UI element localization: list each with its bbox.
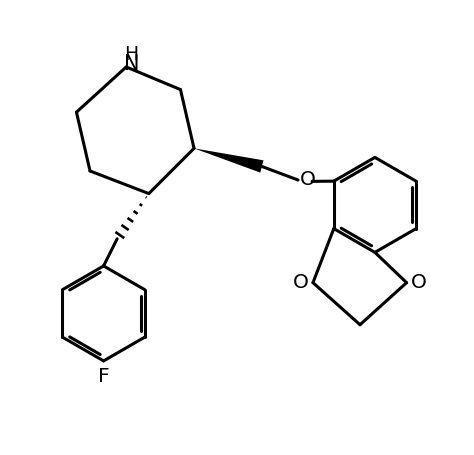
Text: H: H bbox=[125, 45, 139, 64]
Text: O: O bbox=[411, 273, 427, 292]
Polygon shape bbox=[194, 148, 264, 172]
Text: O: O bbox=[293, 273, 309, 292]
Text: O: O bbox=[300, 170, 316, 189]
Text: F: F bbox=[98, 367, 109, 386]
Text: N: N bbox=[124, 54, 139, 74]
